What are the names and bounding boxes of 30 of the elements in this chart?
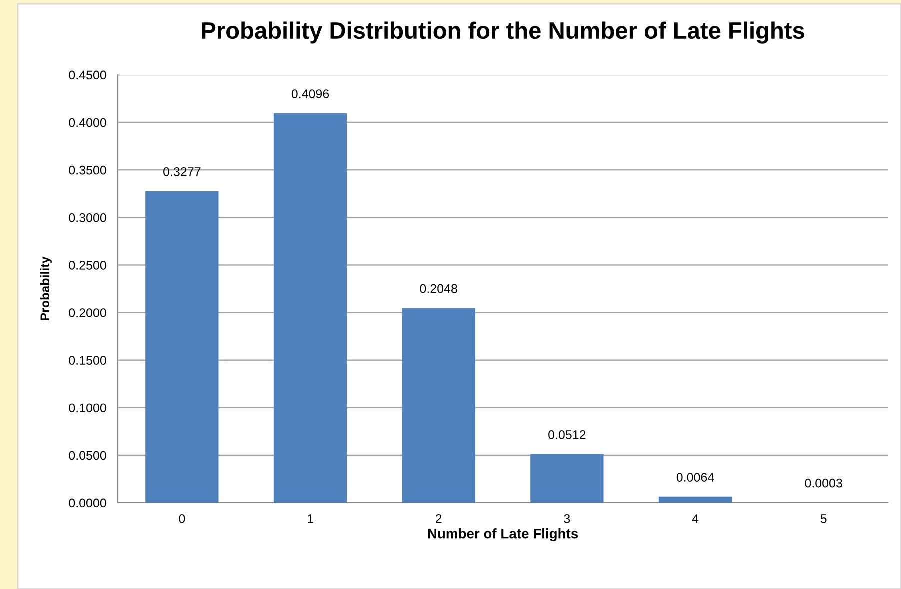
y-axis-title: Probability bbox=[40, 256, 52, 320]
bar bbox=[658, 496, 732, 503]
y-tick-label: 0.1000 bbox=[69, 404, 106, 413]
y-tick-label: 0.4500 bbox=[69, 70, 106, 80]
x-tick-label: 3 bbox=[564, 514, 570, 524]
x-tick-label: 0 bbox=[179, 514, 186, 524]
y-tick-label: 0.4000 bbox=[69, 118, 106, 128]
data-label: 0.0003 bbox=[805, 478, 842, 488]
y-tick-label: 0.0000 bbox=[69, 498, 106, 508]
bar bbox=[530, 454, 604, 503]
data-label: 0.4096 bbox=[292, 90, 330, 98]
bar bbox=[146, 191, 219, 503]
y-tick-label: 0.1500 bbox=[69, 356, 106, 365]
y-tick-label: 0.3500 bbox=[69, 166, 106, 175]
x-tick-label: 2 bbox=[436, 514, 442, 524]
y-tick-label: 0.0500 bbox=[69, 451, 106, 460]
y-tick-label: 0.2500 bbox=[69, 261, 106, 270]
x-tick-label: 5 bbox=[820, 514, 827, 524]
x-axis-title: Number of Late Flights bbox=[428, 528, 578, 542]
y-tick-label: 0.3000 bbox=[69, 213, 106, 222]
data-label: 0.0064 bbox=[676, 473, 714, 482]
bar bbox=[274, 113, 348, 503]
bar bbox=[402, 308, 476, 503]
y-tick-label: 0.2000 bbox=[69, 308, 106, 318]
data-label: 0.0512 bbox=[548, 430, 586, 440]
x-tick-label: 1 bbox=[308, 514, 314, 524]
x-tick-label: 4 bbox=[692, 514, 699, 524]
data-label: 0.3277 bbox=[164, 168, 201, 176]
chart-title: Probability Distribution for the Number of Late Flights bbox=[202, 22, 804, 44]
data-label: 0.2048 bbox=[420, 284, 458, 294]
